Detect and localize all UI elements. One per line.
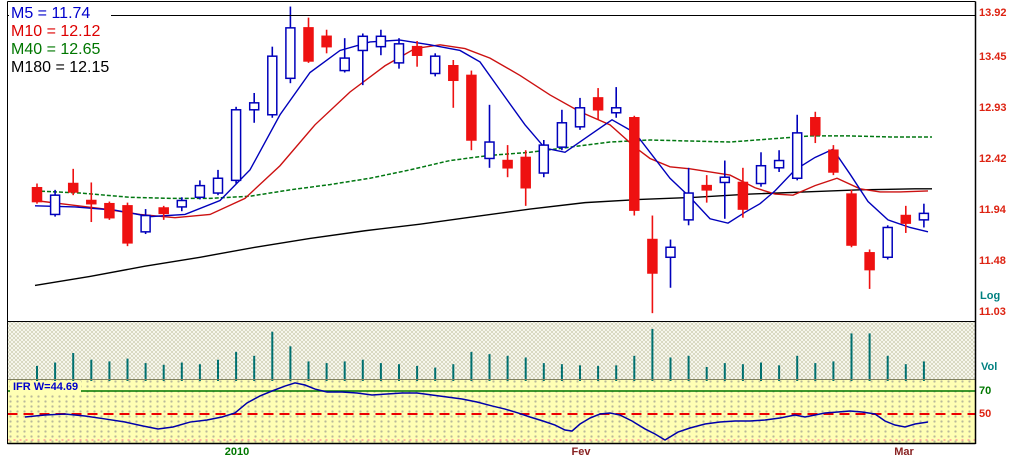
log-scale-label: Log bbox=[980, 290, 1001, 302]
date-axis-label: Mar bbox=[894, 446, 914, 458]
price-chart-panel[interactable] bbox=[7, 2, 975, 321]
price-axis-tick: 13.92 bbox=[979, 7, 1007, 19]
volume-axis-label: Vol bbox=[981, 361, 998, 373]
price-axis-tick: 12.42 bbox=[979, 153, 1007, 166]
ifr-axis-tick: 70 bbox=[979, 385, 992, 397]
price-axis-tick: 13.45 bbox=[979, 51, 1007, 64]
date-axis-label: 2010 bbox=[224, 446, 250, 458]
price-axis-tick: 12.93 bbox=[979, 101, 1007, 114]
price-axis-tick: 11.03 bbox=[979, 306, 1006, 318]
legend-m10-value: M10 = 12.12 bbox=[9, 23, 112, 41]
legend-m180-value: M180 = 12.15 bbox=[9, 59, 112, 77]
date-axis-label: Fev bbox=[571, 446, 591, 458]
legend-m5-value: M5 = 11.74 bbox=[9, 5, 112, 23]
price-axis-tick: 11.94 bbox=[979, 204, 1006, 217]
ifr-axis-tick: 50 bbox=[979, 408, 992, 420]
moving-average-legend: M5 = 11.74 M10 = 12.12 M40 = 12.65 M180 … bbox=[9, 5, 112, 77]
legend-m40-value: M40 = 12.65 bbox=[9, 41, 112, 59]
ifr-indicator-panel[interactable] bbox=[7, 379, 975, 443]
volume-panel[interactable] bbox=[7, 321, 975, 379]
ifr-indicator-label: IFR W=44.69 bbox=[10, 381, 82, 394]
price-axis-tick: 11.48 bbox=[979, 254, 1006, 267]
